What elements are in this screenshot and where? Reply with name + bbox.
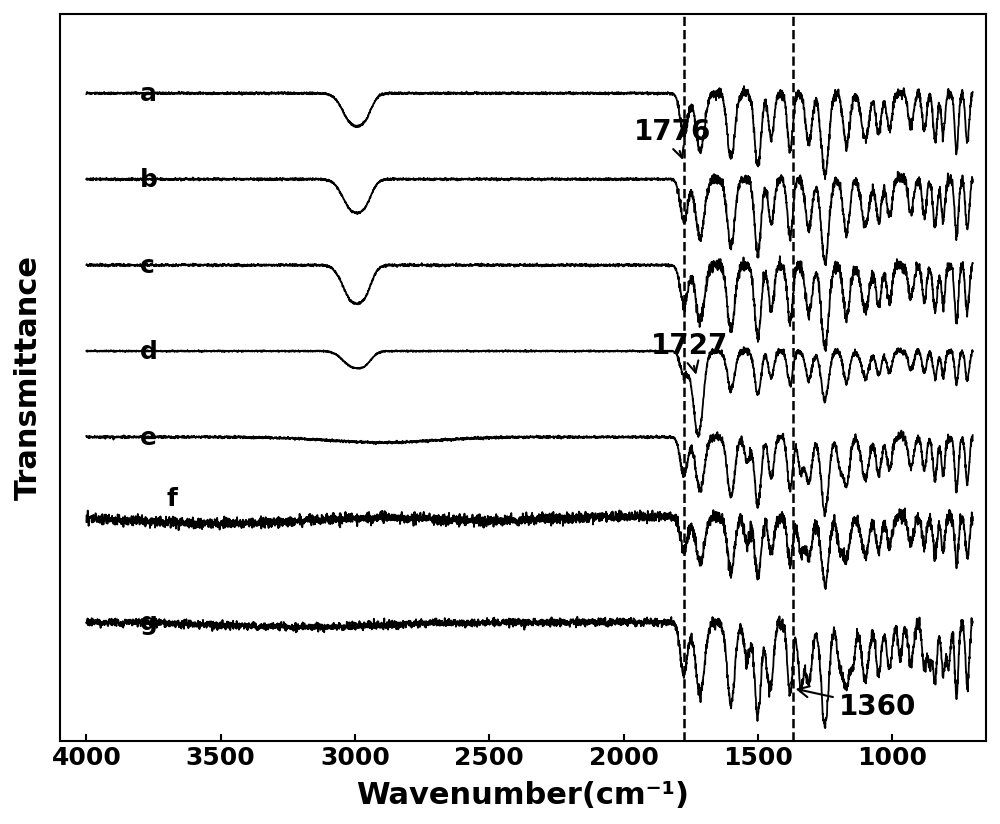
X-axis label: Wavenumber(cm⁻¹): Wavenumber(cm⁻¹) xyxy=(356,781,689,810)
Text: c: c xyxy=(140,254,155,278)
Text: 1776: 1776 xyxy=(634,118,712,158)
Text: b: b xyxy=(140,168,158,192)
Text: 1727: 1727 xyxy=(650,332,728,372)
Text: d: d xyxy=(140,340,158,364)
Text: a: a xyxy=(140,82,157,106)
Text: f: f xyxy=(167,488,178,512)
Text: 1360: 1360 xyxy=(798,686,916,721)
Y-axis label: Transmittance: Transmittance xyxy=(14,255,43,500)
Text: g: g xyxy=(140,611,158,635)
Text: e: e xyxy=(140,426,157,450)
